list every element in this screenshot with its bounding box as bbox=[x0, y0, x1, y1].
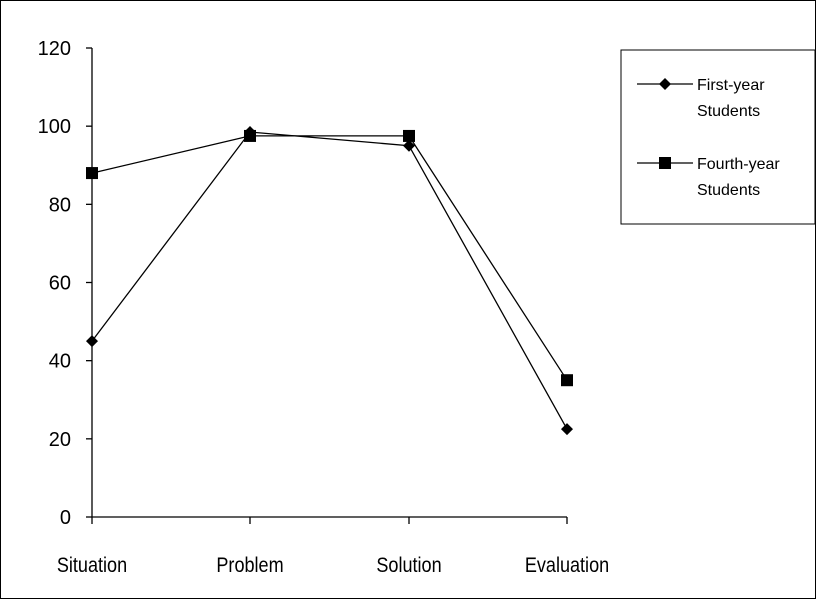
series-line-fourth-year bbox=[91, 135, 568, 381]
fourth-year-point-marker bbox=[403, 129, 415, 142]
first-year-point-marker bbox=[86, 335, 98, 348]
y-tick-label: 20 bbox=[49, 429, 71, 451]
first-year-point-marker bbox=[403, 139, 415, 152]
legend-marker-square-icon bbox=[659, 157, 671, 169]
x-axis-ticks: Situation Problem Solution Evaluation bbox=[57, 517, 609, 577]
x-category-label: Solution bbox=[376, 554, 441, 578]
series-markers bbox=[86, 126, 573, 436]
legend-label-fourth-year-line1: Fourth-year bbox=[697, 156, 780, 173]
legend-label-first-year-line2: Students bbox=[697, 103, 760, 120]
y-tick-label: 0 bbox=[60, 507, 71, 529]
series-lines bbox=[91, 131, 568, 430]
chart-axes bbox=[91, 48, 567, 518]
x-category-label: Problem bbox=[216, 554, 283, 578]
y-tick-label: 80 bbox=[49, 194, 71, 216]
x-category-label: Situation bbox=[57, 554, 127, 578]
y-tick-label: 100 bbox=[38, 116, 71, 138]
legend: First-year Students Fourth-year Students bbox=[620, 49, 816, 225]
y-tick-label: 60 bbox=[49, 273, 71, 295]
legend-label-fourth-year-line2: Students bbox=[697, 182, 760, 199]
fourth-year-point-marker bbox=[86, 167, 98, 180]
series-line-first-year bbox=[91, 131, 568, 430]
fourth-year-point-marker bbox=[244, 129, 256, 142]
x-category-label: Evaluation bbox=[525, 554, 609, 578]
y-axis-ticks: 0 20 40 60 80 100 120 bbox=[38, 38, 92, 529]
fourth-year-point-marker bbox=[561, 374, 573, 387]
y-tick-label: 40 bbox=[49, 351, 71, 373]
first-year-point-marker bbox=[561, 423, 573, 436]
legend-marker-diamond-icon bbox=[659, 78, 671, 90]
y-tick-label: 120 bbox=[38, 38, 71, 60]
legend-label-first-year-line1: First-year bbox=[697, 77, 765, 94]
legend-box bbox=[620, 49, 816, 225]
